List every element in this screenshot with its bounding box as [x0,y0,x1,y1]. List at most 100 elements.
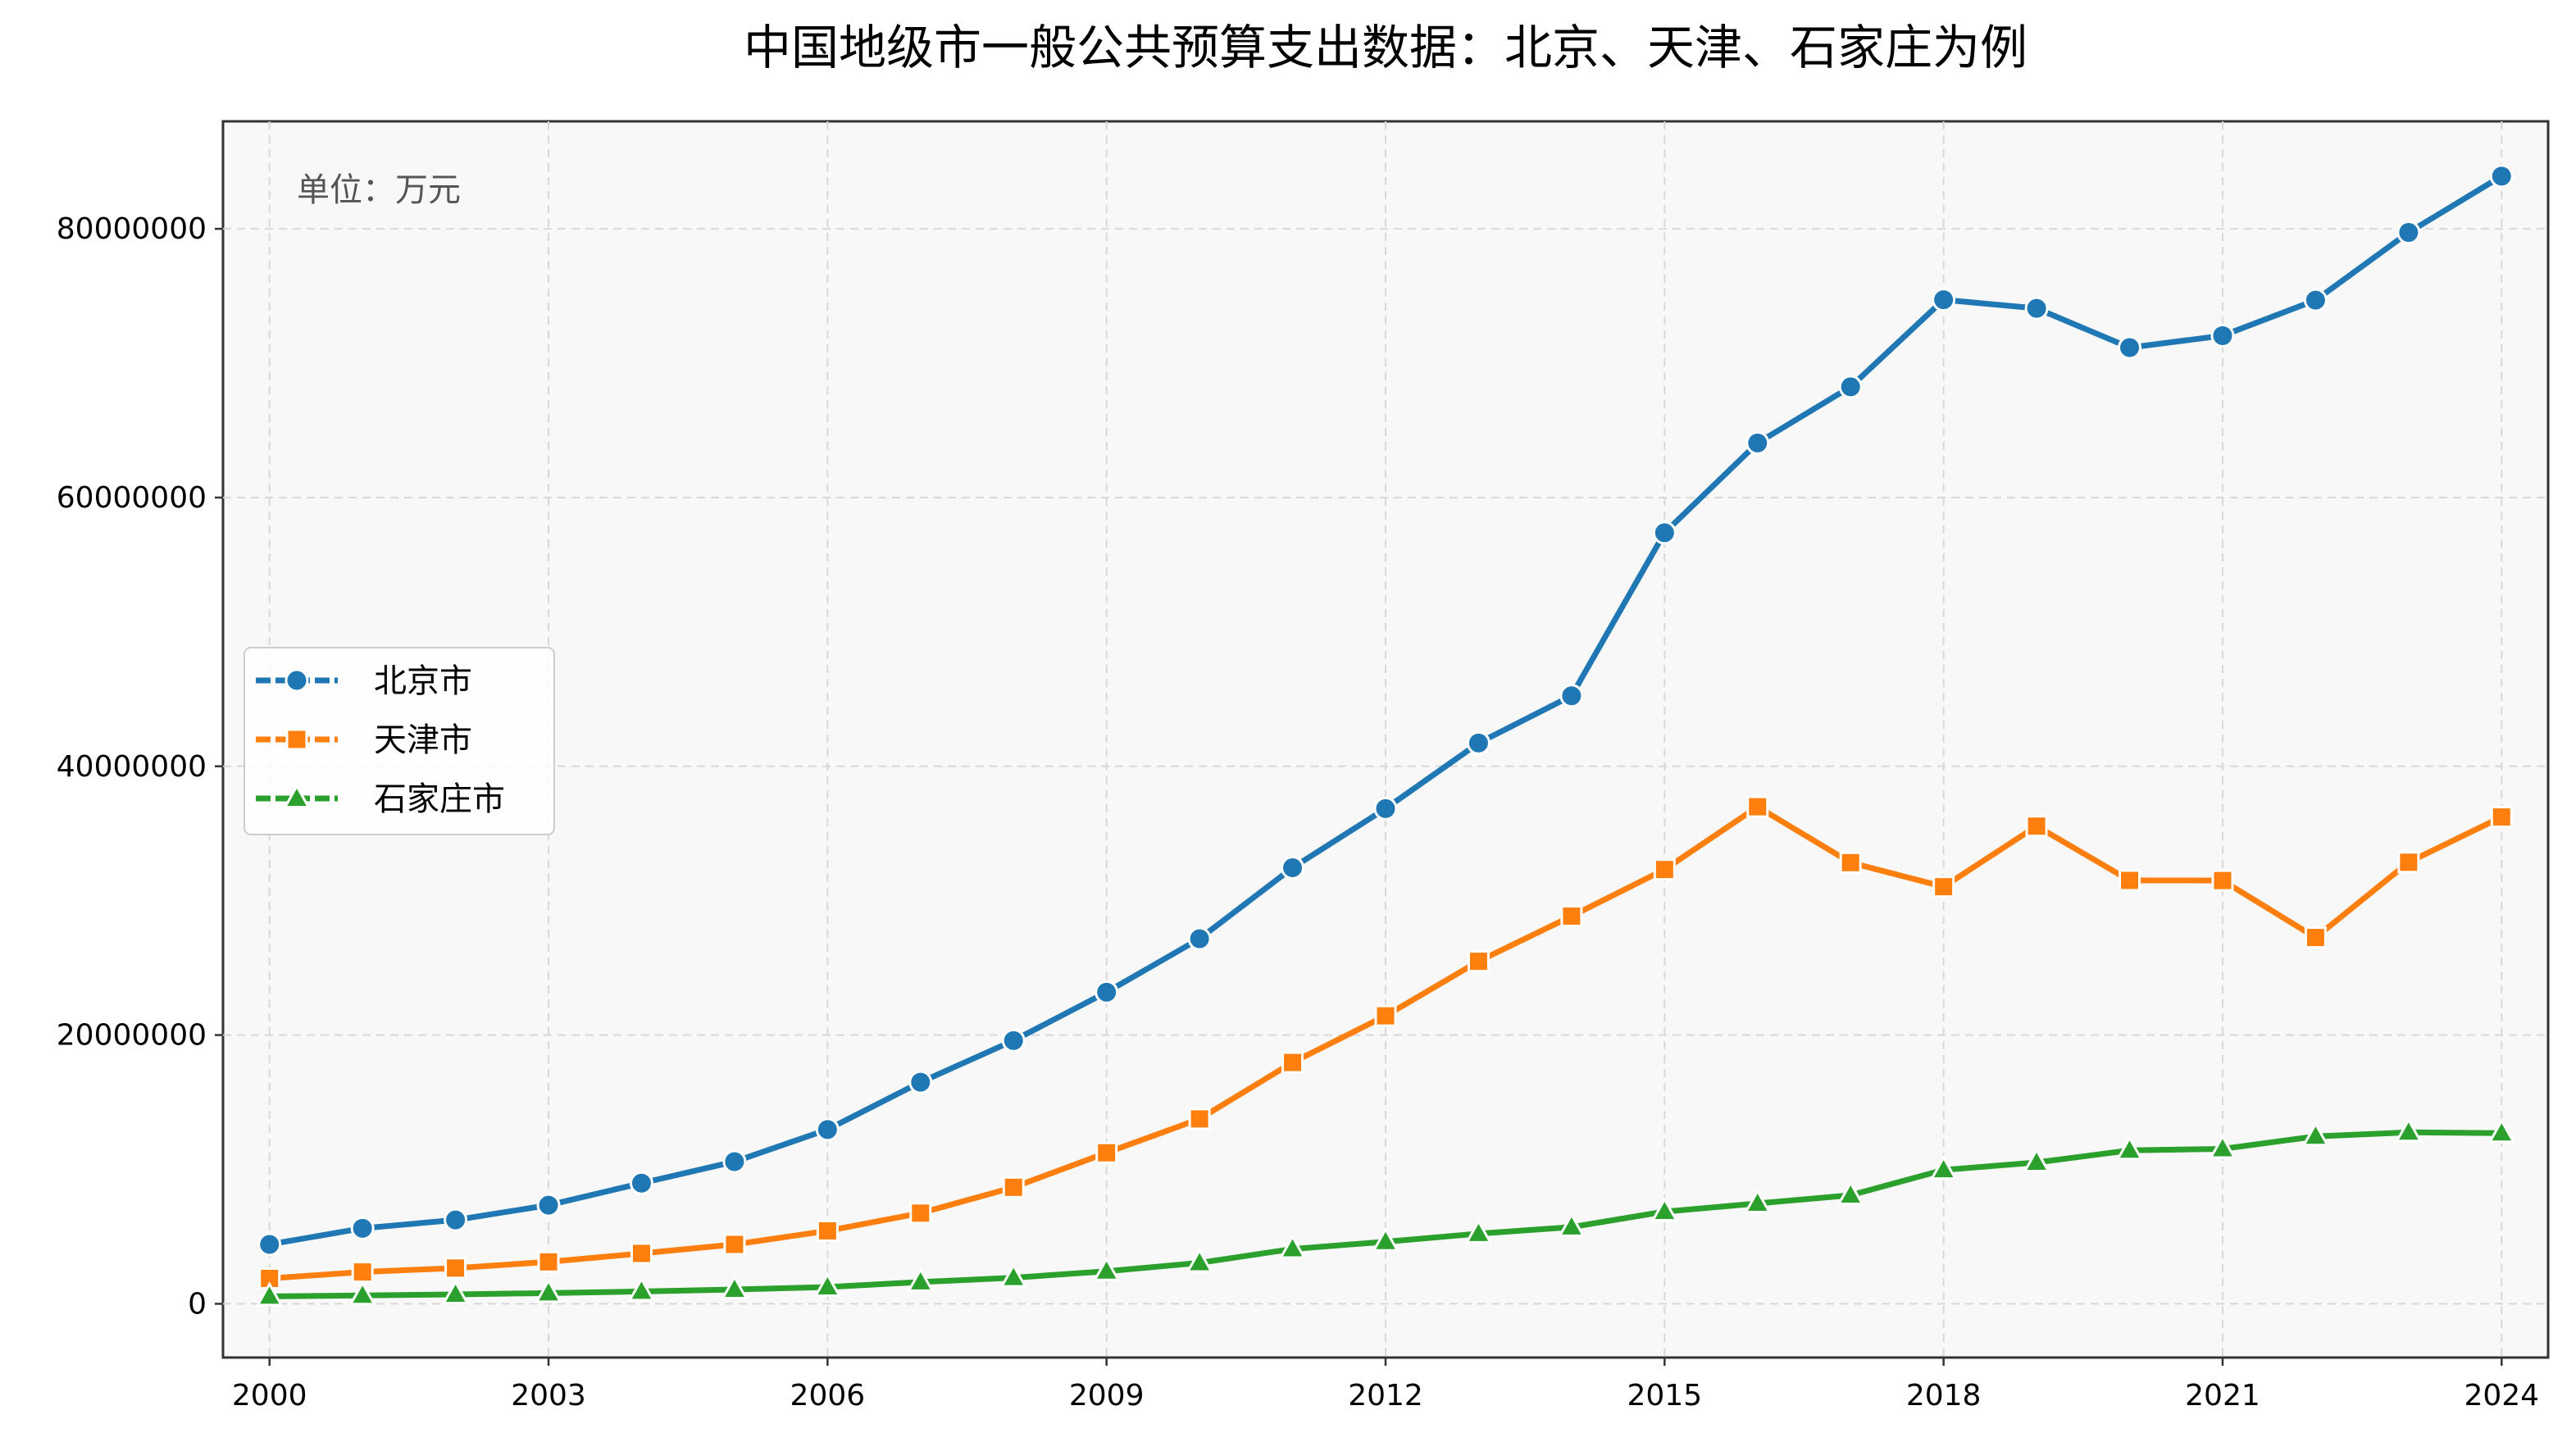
data-point [2209,1134,2237,1159]
data-point [1464,1218,1493,1244]
data-point [444,1257,467,1280]
data-point [351,1261,374,1284]
x-tick-label: 2006 [790,1379,866,1412]
data-point [723,1233,746,1256]
data-point [257,1232,282,1257]
axes: 2000 2003 2006 2009 2012 2015 2018 2021 2024 0 200… [57,212,2539,1412]
data-point [2489,164,2514,189]
series-group [257,164,2514,1257]
data-point [537,1250,560,1273]
data-point [629,1171,653,1195]
data-point [1001,1028,1026,1053]
data-point [1745,430,1770,455]
legend-label: 北京市 [374,662,472,700]
legend-label: 石家庄市 [374,780,505,818]
data-point [1560,905,1583,928]
y-tick-label: 0 [188,1287,207,1321]
data-point [535,1278,562,1303]
data-point [441,1279,470,1304]
data-point [2118,335,2142,360]
data-point [1932,876,1955,898]
data-point [1929,1155,1958,1180]
x-tick-label: 2015 [1627,1379,1703,1412]
x-tick-label: 2012 [1348,1379,1423,1412]
data-point [908,1070,933,1094]
data-point [2211,869,2234,892]
y-tick-label: 60000000 [57,481,207,515]
data-point [1836,1180,1865,1205]
data-point [2304,926,2327,949]
data-point [1188,1108,1211,1130]
unit-annotation: 单位：万元 [297,171,461,209]
data-point [1002,1176,1025,1199]
data-point [999,1262,1028,1288]
x-tick-label: 2024 [2464,1379,2539,1412]
x-tick-label: 2009 [1069,1379,1145,1412]
data-point [1743,1188,1772,1213]
data-point [2025,815,2048,838]
data-point [1186,1248,1213,1273]
data-point [536,1193,561,1217]
data-point [2115,1135,2144,1161]
data-point [2024,296,2049,321]
data-point [1839,851,1862,874]
data-point [1095,980,1119,1004]
series-lines [255,164,2516,1307]
data-point [1373,796,1398,821]
data-point [2395,1117,2423,1143]
data-point [1653,858,1676,881]
y-tick-label: 40000000 [57,750,207,784]
data-point [348,1280,376,1306]
data-point [1281,1051,1304,1074]
data-point [2396,221,2421,245]
legend-swatch-marker [285,728,308,751]
data-point [630,1242,653,1265]
series-group [258,795,2513,1290]
data-point [1372,1226,1400,1252]
data-point [1838,375,1863,399]
data-point [1652,521,1677,545]
data-point [1650,1196,1679,1221]
series-group [255,1117,2516,1307]
chart-title: 中国地级市一般公共预算支出数据：北京、天津、石家庄为例 [744,20,2028,75]
y-tick-label: 80000000 [57,212,207,246]
x-tick-label: 2021 [2185,1379,2260,1412]
data-point [627,1276,656,1302]
x-tick-label: 2003 [511,1379,586,1412]
data-point [350,1216,375,1240]
legend-swatch-marker [284,668,309,693]
data-point [2303,288,2328,312]
data-point [815,1117,840,1142]
legend-swatch-marker [283,783,311,808]
x-tick-label: 2018 [1906,1379,1982,1412]
data-point [1281,856,1305,880]
legend-label: 天津市 [374,721,472,759]
x-tick-label: 2000 [232,1379,307,1412]
data-point [1187,926,1212,951]
data-point [1466,730,1491,755]
data-point [909,1202,932,1225]
data-point [1559,684,1584,708]
data-point [1932,288,1956,312]
data-point [2210,323,2235,348]
data-point [1374,1004,1397,1027]
data-point [1092,1256,1121,1281]
data-point [2397,851,2420,874]
data-point [255,1281,284,1307]
data-point [1278,1234,1307,1259]
data-point [1558,1212,1586,1237]
data-point [2301,1121,2330,1147]
data-point [2490,806,2513,829]
data-point [722,1149,747,1174]
data-point [1467,950,1490,973]
data-point [721,1274,749,1300]
data-point [1746,795,1769,818]
data-point [1095,1141,1118,1164]
data-point [2023,1147,2050,1172]
data-point [813,1271,842,1297]
y-tick-label: 20000000 [57,1019,207,1053]
data-point [2119,869,2141,892]
